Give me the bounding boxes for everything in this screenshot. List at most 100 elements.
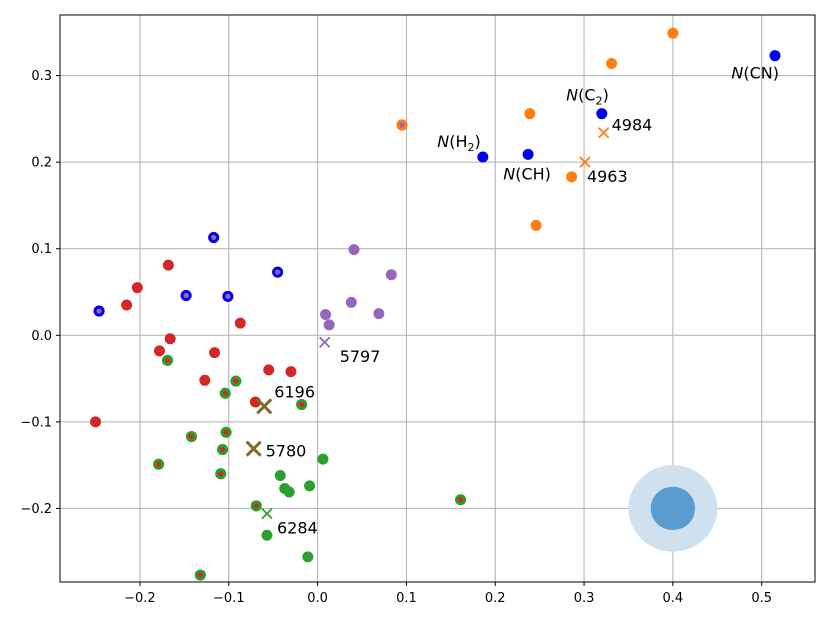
data-point-red-core [222, 390, 228, 396]
data-point-green [283, 486, 295, 498]
data-point-red [121, 299, 133, 311]
data-point-red [162, 259, 174, 271]
data-point-orange [667, 27, 679, 39]
cross-stroke [261, 507, 273, 520]
x-tick-label: 0.3 [574, 591, 595, 606]
data-point-purple [385, 269, 397, 281]
cross-label: 6196 [274, 382, 315, 401]
data-point-blue [477, 151, 489, 163]
points [90, 27, 781, 581]
x-tick-label: 0.2 [485, 591, 506, 606]
point-label: N(CN) [731, 64, 779, 83]
data-point-blue [596, 108, 608, 120]
label-text: (CH) [515, 164, 551, 183]
cross-marker-5780 [245, 440, 262, 457]
data-point-red [153, 345, 165, 357]
data-point-purple-core [183, 292, 189, 299]
data-point-orange [524, 108, 536, 120]
data-point-red-core [164, 357, 171, 363]
x-tick-label: 0.1 [396, 591, 417, 606]
point-label: N(CH) [503, 164, 551, 183]
label-subscript: 2 [468, 141, 475, 154]
grid [60, 15, 815, 582]
data-point-red [234, 317, 246, 329]
data-point-red-core [155, 461, 162, 467]
ticks: −0.2 −0.1 0.0 0.1 0.2 0.3 0.4 0.5 −0.2 −0.1 0.0 0.1… [20, 69, 772, 606]
data-point-purple-core [225, 293, 231, 299]
cross-marker-4963 [579, 156, 591, 168]
label-tail: ) [475, 132, 481, 151]
data-point-red-core [233, 378, 239, 384]
data-point-purple [323, 319, 335, 331]
x-tick-label: 0.0 [307, 591, 328, 606]
label-n: N [731, 64, 743, 83]
x-tick-label: 0.4 [663, 591, 684, 606]
data-point-orange [606, 57, 618, 69]
label-tail: ) [603, 86, 609, 105]
data-point-purple [320, 309, 332, 321]
label-text: (CN) [743, 64, 779, 83]
data-point-red-core [223, 429, 229, 435]
data-point-red [285, 366, 297, 378]
annotations: 619657806284579749844963N(H2)N(CH)N(C2)N… [266, 64, 779, 538]
data-point-orange [530, 219, 542, 231]
y-tick-label: 0.1 [31, 242, 52, 257]
data-point-purple-core [96, 308, 102, 314]
data-point-red [263, 364, 275, 376]
data-point-purple-core [399, 122, 405, 128]
ellipse-layer [628, 465, 718, 552]
cross-label: 5797 [340, 347, 381, 366]
label-text: (C [578, 86, 595, 105]
data-point-red [131, 282, 143, 294]
data-point-red [199, 374, 211, 386]
data-point-blue [522, 148, 534, 160]
data-point-red-core [299, 401, 305, 408]
data-point-red [209, 347, 221, 359]
data-point-purple [345, 296, 357, 308]
data-point-red-core [219, 446, 226, 453]
data-point-green [302, 551, 314, 563]
y-tick-label: 0.2 [31, 156, 52, 171]
data-point-green [261, 529, 273, 541]
data-point-orange [566, 171, 578, 183]
data-point-purple-core [211, 234, 217, 241]
label-n: N [566, 86, 578, 105]
y-tick-label: 0.0 [31, 329, 52, 344]
data-point-red-core [253, 503, 259, 509]
cross-stroke [579, 156, 591, 168]
y-tick-label: −0.1 [20, 415, 52, 430]
crosses [245, 127, 610, 520]
data-point-red-core [218, 471, 224, 477]
x-tick-label: 0.5 [751, 591, 772, 606]
cross-stroke [245, 440, 262, 457]
data-point-blue [769, 50, 781, 62]
data-point-red-core [197, 572, 203, 578]
data-point-purple [373, 308, 385, 320]
point-label: N(C2) [566, 86, 609, 108]
cross-label: 5780 [266, 442, 307, 461]
label-n: N [503, 164, 515, 183]
cross-marker-5797 [319, 336, 331, 348]
label-n: N [437, 132, 449, 151]
y-tick-label: 0.3 [31, 69, 52, 84]
x-tick-label: −0.1 [213, 591, 245, 606]
plot-frame [59, 14, 816, 583]
y-tick-label: −0.2 [20, 502, 52, 517]
cross-label: 6284 [277, 519, 318, 538]
cross-stroke [597, 127, 610, 139]
data-point-green [274, 470, 286, 482]
data-point-red [90, 416, 102, 428]
cross-label: 4963 [587, 167, 628, 186]
x-tick-label: −0.2 [124, 591, 156, 606]
uncertainty-ellipse-inner [650, 486, 696, 531]
point-label: N(H2) [437, 132, 481, 154]
cross-stroke [256, 398, 273, 415]
label-text: (H [449, 132, 467, 151]
data-point-purple-core [275, 269, 281, 275]
data-point-green [317, 453, 329, 465]
label-subscript: 2 [596, 95, 603, 108]
data-point-purple [348, 244, 360, 256]
data-point-green [304, 480, 316, 492]
cross-stroke [319, 336, 331, 348]
